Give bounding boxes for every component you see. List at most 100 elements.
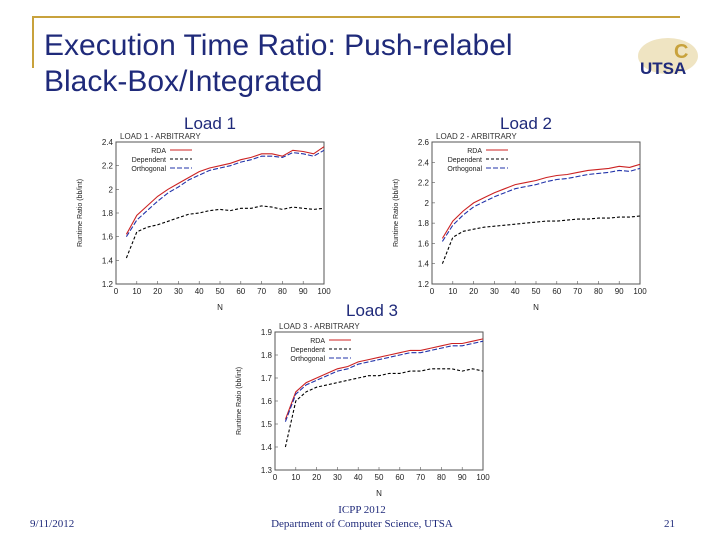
x-tick-label: 90	[458, 473, 467, 482]
y-tick-label: 1.4	[418, 260, 430, 269]
x-tick-label: 80	[594, 287, 603, 296]
chart-title: LOAD 3 - ARBITRARY	[279, 322, 360, 331]
load3-chart: LOAD 3 - ARBITRARY 0 10 20 30 40 50 60 70 80 90 100…	[236, 322, 490, 498]
x-axis-label: N	[533, 303, 539, 312]
series-line-orthogonal	[441, 167, 641, 242]
x-tick-label: 90	[615, 287, 624, 296]
y-tick-label: 1.4	[261, 443, 273, 452]
logo-letter: C	[674, 41, 688, 63]
x-tick-label: 10	[132, 287, 141, 296]
series-line-dependent	[284, 368, 484, 448]
x-axis-label: N	[217, 303, 223, 312]
series-line-rda	[284, 338, 484, 420]
y-tick-label: 1.8	[418, 219, 430, 228]
x-tick-label: 60	[552, 287, 561, 296]
y-tick-label: 1.2	[102, 280, 114, 289]
slide-title-line1: Execution Time Ratio: Push-relabel	[44, 29, 513, 62]
x-tick-label: 50	[216, 287, 225, 296]
x-tick-label: 0	[430, 287, 435, 296]
x-tick-label: 30	[333, 473, 342, 482]
x-tick-label: 10	[291, 473, 300, 482]
y-tick-label: 1.6	[261, 397, 273, 406]
x-tick-label: 60	[236, 287, 245, 296]
y-tick-label: 1.8	[102, 209, 114, 218]
x-tick-label: 50	[375, 473, 384, 482]
legend-label: Dependent	[448, 157, 482, 164]
legend-label: RDA	[467, 148, 482, 155]
x-tick-label: 70	[573, 287, 582, 296]
series-line-dependent	[441, 215, 641, 264]
y-tick-label: 1.3	[261, 466, 273, 475]
x-tick-label: 80	[278, 287, 287, 296]
y-tick-label: 1.5	[261, 420, 273, 429]
y-axis-label: Runtime Ratio (bb/int)	[393, 179, 400, 247]
series-line-rda	[441, 163, 641, 239]
slide-title-line2: Black-Box/Integrated	[44, 65, 323, 98]
chart-title: LOAD 1 - ARBITRARY	[120, 132, 201, 141]
series-line-orthogonal	[284, 340, 484, 422]
y-tick-label: 2.2	[102, 162, 114, 171]
y-tick-label: 1.2	[418, 280, 430, 289]
y-tick-label: 1.6	[418, 239, 430, 248]
plot-frame	[274, 331, 484, 471]
x-tick-label: 80	[437, 473, 446, 482]
y-axis-label: Runtime Ratio (bb/int)	[236, 367, 243, 435]
x-tick-label: 0	[273, 473, 278, 482]
load2-chart: LOAD 2 - ARBITRARY 0 10 20 30 40 50 60 70 80 90 100…	[393, 132, 647, 312]
x-tick-label: 90	[299, 287, 308, 296]
y-tick-label: 1.7	[261, 374, 273, 383]
load1-chart: LOAD 1 - ARBITRARY 0 10 20 30 40 50 60 70 80 90 100…	[77, 132, 331, 312]
y-tick-label: 1.8	[261, 351, 273, 360]
series-line-dependent	[125, 205, 325, 259]
x-tick-label: 100	[476, 473, 490, 482]
y-tick-label: 1.4	[102, 256, 114, 265]
x-tick-label: 40	[511, 287, 520, 296]
footer-center: ICPP 2012 Department of Computer Science…	[230, 503, 494, 531]
page-number: 21	[664, 518, 675, 530]
footer-date: 9/11/2012	[30, 518, 75, 530]
x-tick-label: 70	[416, 473, 425, 482]
utsa-logo: C UTSA	[638, 38, 698, 78]
x-axis-label: N	[376, 489, 382, 498]
legend-label: Dependent	[291, 347, 325, 354]
x-tick-label: 100	[317, 287, 331, 296]
x-tick-label: 100	[633, 287, 647, 296]
slide-title: Execution Time Ratio: Push-relabel Black…	[44, 28, 624, 100]
x-tick-label: 20	[153, 287, 162, 296]
y-tick-label: 2	[109, 185, 114, 194]
legend-label: Orthogonal	[131, 166, 166, 173]
y-tick-label: 1.9	[261, 328, 273, 337]
plot-frame	[431, 141, 641, 285]
title-frame	[32, 16, 680, 68]
legend-label: RDA	[151, 148, 166, 155]
y-tick-label: 2.6	[418, 138, 430, 147]
legend-label: Orthogonal	[447, 166, 482, 173]
footer-department: Department of Computer Science, UTSA	[271, 518, 453, 530]
x-tick-label: 0	[114, 287, 119, 296]
legend-label: RDA	[310, 338, 325, 345]
x-tick-label: 20	[469, 287, 478, 296]
y-tick-label: 2.2	[418, 179, 430, 188]
x-tick-label: 40	[354, 473, 363, 482]
load2-label: Load 2	[500, 114, 552, 133]
x-tick-label: 10	[448, 287, 457, 296]
legend-label: Dependent	[132, 157, 166, 164]
load1-label: Load 1	[184, 114, 236, 133]
series-line-rda	[125, 146, 325, 235]
y-tick-label: 2.4	[418, 158, 430, 167]
x-tick-label: 30	[174, 287, 183, 296]
legend-label: Orthogonal	[290, 356, 325, 363]
x-tick-label: 60	[395, 473, 404, 482]
x-tick-label: 40	[195, 287, 204, 296]
y-tick-label: 2.4	[102, 138, 114, 147]
x-tick-label: 50	[532, 287, 541, 296]
y-tick-label: 1.6	[102, 233, 114, 242]
logo-text: UTSA	[640, 59, 686, 78]
chart-title: LOAD 2 - ARBITRARY	[436, 132, 517, 141]
y-tick-label: 2	[425, 199, 430, 208]
footer-conference: ICPP 2012	[338, 504, 386, 516]
x-tick-label: 20	[312, 473, 321, 482]
x-tick-label: 70	[257, 287, 266, 296]
series-line-orthogonal	[125, 149, 325, 237]
load3-label: Load 3	[346, 301, 398, 320]
